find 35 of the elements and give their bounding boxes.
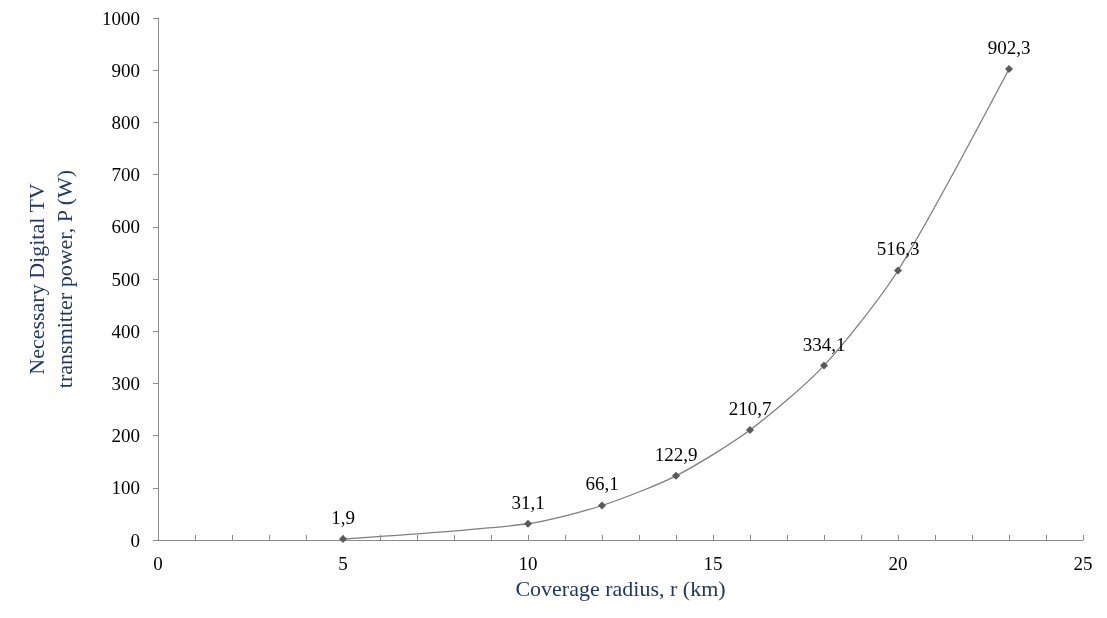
x-tick-label: 25 — [1073, 553, 1093, 574]
x-tick-label: 15 — [703, 553, 723, 574]
y-tick-label: 900 — [111, 59, 140, 81]
data-label: 210,7 — [728, 398, 772, 420]
point — [672, 471, 680, 480]
y-tick-label: 0 — [130, 529, 140, 551]
y-tick-label: 300 — [111, 372, 140, 394]
point — [524, 519, 532, 528]
data-label: 31,1 — [511, 491, 545, 513]
y-tick-label: 500 — [111, 268, 140, 290]
x-tick-label: 0 — [153, 553, 163, 574]
data-label: 334,1 — [802, 333, 846, 355]
y-tick-label: 400 — [111, 320, 140, 342]
y-tick-label: 200 — [111, 425, 140, 447]
data-label: 1,9 — [331, 507, 355, 529]
x-tick-label: 5 — [338, 553, 348, 574]
data-label: 516,3 — [876, 238, 920, 260]
y-tick-label: 600 — [111, 216, 140, 238]
y-tick-label: 800 — [111, 111, 140, 133]
y-axis-title: Necessary Digital TV transmitter power, P (W) — [23, 169, 77, 389]
x-axis-title: Coverage radius, r (km) — [515, 576, 726, 602]
x-tick-label: 20 — [888, 553, 908, 574]
y-tick-label: 700 — [111, 164, 140, 186]
data-label: 122,9 — [654, 443, 698, 465]
point — [820, 361, 828, 370]
point — [894, 266, 902, 275]
y-tick-label: 100 — [111, 477, 140, 499]
data-label: 66,1 — [585, 473, 619, 495]
x-tick-label: 10 — [518, 553, 538, 574]
point — [598, 501, 606, 510]
point — [339, 535, 347, 544]
y-tick-label: 1000 — [102, 7, 140, 29]
data-label: 902,3 — [987, 37, 1031, 58]
point — [1005, 65, 1013, 73]
point — [746, 426, 754, 435]
